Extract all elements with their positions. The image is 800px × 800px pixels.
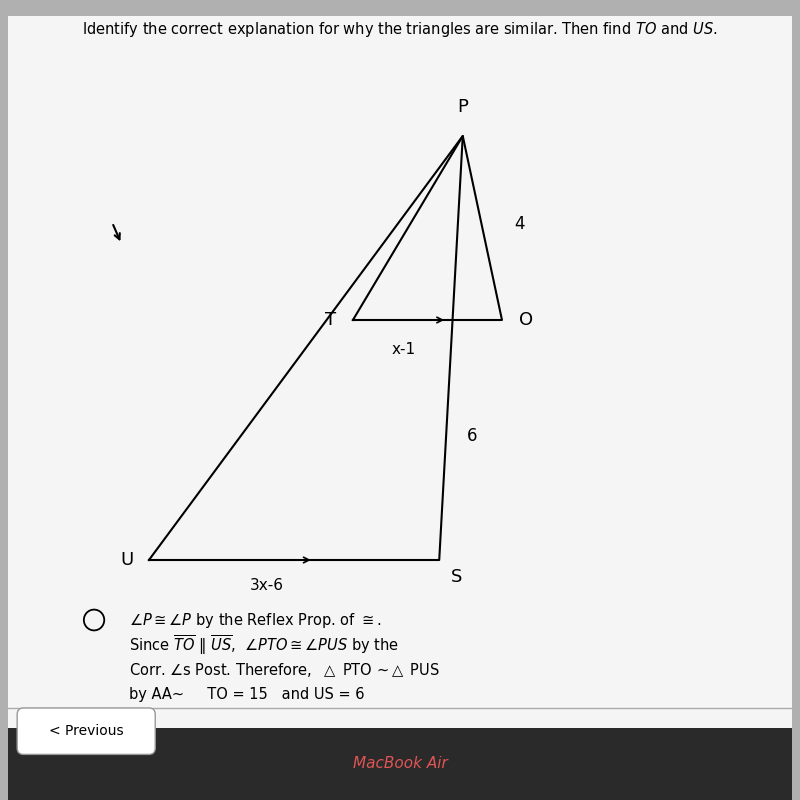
Text: U: U — [120, 551, 134, 569]
Text: 6: 6 — [466, 427, 477, 445]
Text: Identify the correct explanation for why the triangles are similar. Then find $\: Identify the correct explanation for why… — [82, 20, 718, 39]
Text: O: O — [519, 311, 534, 329]
Text: < Previous: < Previous — [49, 724, 123, 738]
Text: MacBook Air: MacBook Air — [353, 757, 447, 771]
FancyBboxPatch shape — [17, 708, 155, 754]
Text: Corr. $\angle$s Post. Therefore,  $\triangle$ PTO ~$\triangle$ PUS: Corr. $\angle$s Post. Therefore, $\trian… — [130, 662, 440, 679]
Text: 3x-6: 3x-6 — [250, 578, 284, 593]
Text: x-1: x-1 — [392, 342, 416, 358]
FancyBboxPatch shape — [8, 728, 792, 800]
Text: $\angle P \cong \angle P$ by the Reflex Prop. of $\cong$.: $\angle P \cong \angle P$ by the Reflex … — [130, 610, 382, 630]
Text: P: P — [458, 98, 468, 116]
Text: Since $\overline{TO}$ $\|$ $\overline{US}$,  $\angle PTO \cong \angle PUS$ by th: Since $\overline{TO}$ $\|$ $\overline{US… — [130, 634, 399, 658]
FancyBboxPatch shape — [8, 16, 792, 728]
Text: T: T — [325, 311, 336, 329]
Text: S: S — [451, 568, 462, 586]
Text: 4: 4 — [514, 215, 524, 233]
Text: by AA~     TO = 15   and US = 6: by AA~ TO = 15 and US = 6 — [130, 687, 365, 702]
